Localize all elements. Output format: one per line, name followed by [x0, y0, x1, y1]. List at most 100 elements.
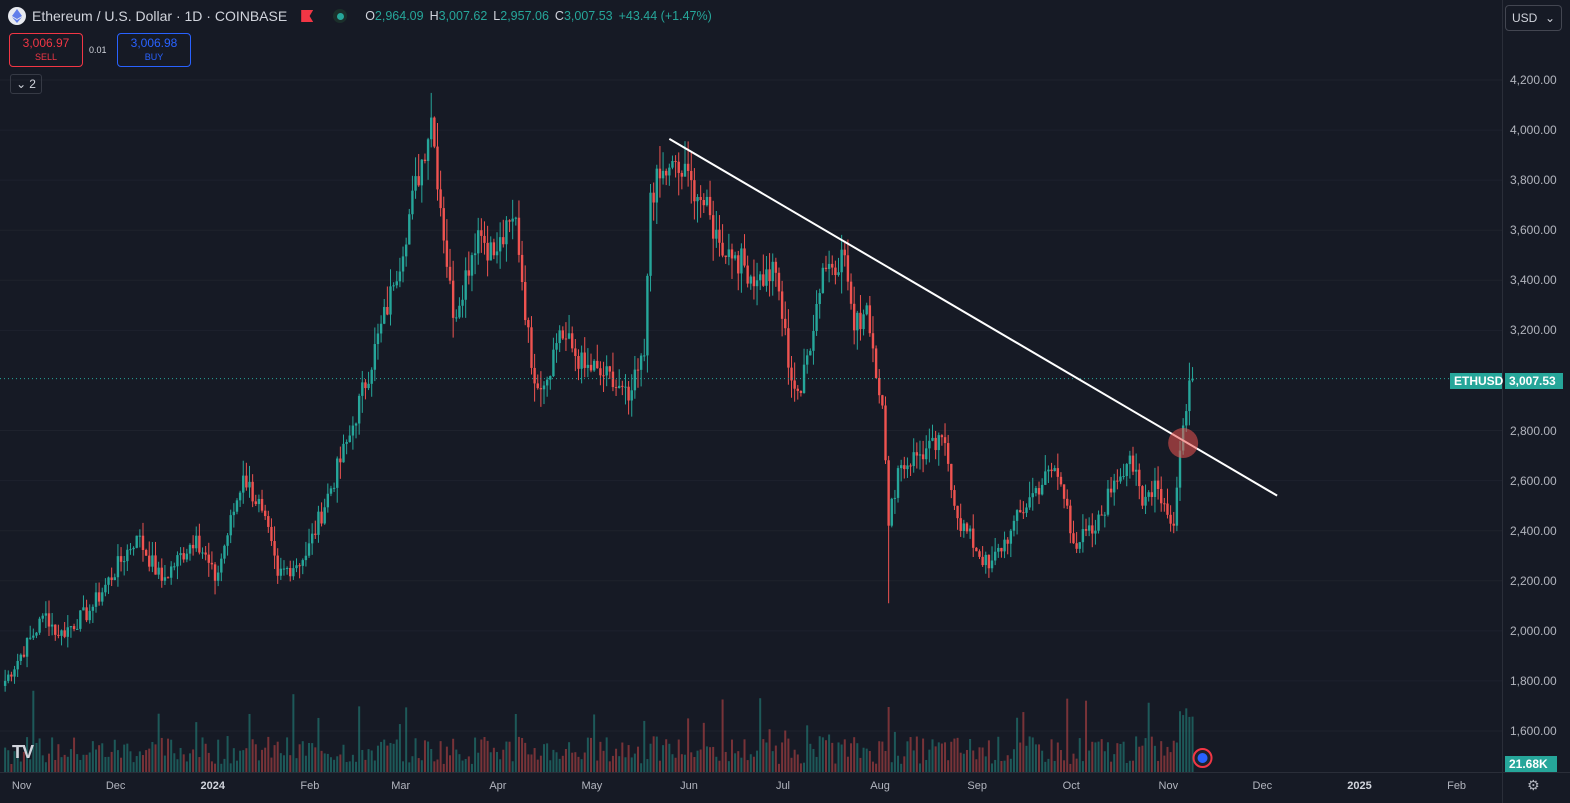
volume-bar: [918, 763, 921, 772]
candle-body: [361, 382, 364, 396]
volume-bar: [47, 753, 50, 772]
volume-bar: [289, 755, 292, 772]
candle-body: [455, 317, 458, 319]
volume-bar: [1056, 742, 1059, 772]
candle-body: [1087, 525, 1091, 531]
volume-bar: [868, 750, 871, 772]
volume-bar: [145, 750, 148, 772]
sell-button[interactable]: 3,006.97 SELL: [9, 33, 83, 67]
candle-body: [408, 214, 411, 245]
candle-body: [724, 255, 727, 258]
candle-body: [893, 497, 897, 499]
volume-bar: [41, 755, 44, 772]
candle-body: [320, 511, 323, 524]
candle-body: [552, 349, 555, 377]
volume-bar: [571, 752, 574, 772]
volume-bar: [561, 755, 564, 772]
tradingview-logo-icon[interactable]: TV: [12, 742, 34, 762]
volume-bar: [824, 740, 827, 772]
candle-body: [711, 215, 715, 239]
volume-bar: [492, 747, 495, 772]
volume-bar: [286, 737, 289, 772]
candle-body: [768, 269, 771, 282]
candle-body: [564, 338, 568, 340]
candle-body: [765, 269, 768, 286]
volume-bar: [856, 743, 859, 772]
candle-body: [887, 460, 890, 526]
volume-bar: [574, 752, 577, 772]
candle-body: [1116, 480, 1119, 482]
time-tick-label: Nov: [1158, 780, 1179, 792]
currency-select[interactable]: USD ⌄: [1505, 5, 1562, 31]
candle-body: [370, 369, 373, 384]
candle-body: [1131, 455, 1135, 472]
ohlc-values: O2,964.09 H3,007.62 L2,957.06 C3,007.53 …: [365, 9, 712, 23]
candle-body: [389, 286, 392, 315]
candle-body: [257, 498, 261, 505]
volume-bar: [376, 745, 379, 772]
volume-bar: [1147, 702, 1150, 772]
candle-body: [793, 380, 796, 389]
volume-bar: [796, 754, 799, 772]
time-tick-label: Nov: [11, 780, 32, 792]
time-tick-label: Mar: [391, 780, 411, 792]
candle-body: [668, 167, 671, 176]
volume-bar: [44, 762, 47, 772]
volume-bar: [94, 749, 97, 772]
candle-body: [351, 425, 355, 436]
candle-body: [1094, 530, 1097, 534]
volume-bar: [88, 752, 91, 772]
time-tick-label: Jul: [775, 780, 790, 792]
candle-body: [928, 440, 931, 449]
volume-bar: [98, 745, 101, 772]
candle-body: [718, 229, 721, 243]
volume-bar: [649, 743, 652, 772]
candle-body: [520, 254, 524, 283]
volume-bar: [214, 763, 217, 772]
candle-body: [542, 385, 546, 390]
volume-bar: [900, 763, 903, 772]
candle-body: [248, 481, 251, 488]
buy-button[interactable]: 3,006.98 BUY: [117, 33, 191, 67]
market-status-icon[interactable]: [333, 9, 348, 23]
volume-bar: [1059, 750, 1062, 772]
volume-bar: [333, 759, 336, 772]
volume-bar: [668, 743, 671, 772]
volume-bar: [906, 741, 909, 772]
change-value: +43.44 (+1.47%): [618, 9, 712, 23]
settings-icon[interactable]: ⚙: [1527, 777, 1540, 793]
candle-body: [1066, 498, 1069, 506]
candle-body: [229, 515, 232, 536]
candle-body: [649, 192, 652, 276]
candle-body: [533, 367, 536, 384]
volume-bar: [414, 738, 417, 772]
candle-body: [423, 159, 427, 161]
volume-bar: [843, 739, 846, 772]
flag-icon[interactable]: [301, 10, 314, 22]
candle-body: [1134, 469, 1138, 472]
candle-body: [984, 554, 987, 566]
candle-body: [97, 592, 101, 602]
volume-bar: [1012, 749, 1015, 772]
volume-bar: [185, 761, 188, 772]
volume-bar: [1135, 736, 1138, 772]
volume-bar: [875, 763, 878, 772]
candle-body: [918, 454, 922, 456]
ethereum-logo-icon: [8, 7, 26, 25]
symbol-title[interactable]: Ethereum / U.S. Dollar · 1D · COINBASE: [32, 8, 288, 24]
candle-body: [420, 159, 424, 186]
candle-body: [1062, 484, 1066, 499]
candle-body: [790, 367, 793, 381]
volume-bar: [809, 743, 812, 772]
candle-body: [113, 577, 116, 581]
candle-body: [646, 275, 649, 356]
volume-bar: [405, 707, 408, 772]
volume-bar: [1169, 752, 1172, 772]
candle-body: [511, 218, 514, 222]
indicators-toggle[interactable]: ⌄ 2: [10, 74, 42, 94]
candle-body: [1034, 488, 1038, 494]
candle-body: [483, 235, 486, 243]
volume-bar: [1141, 745, 1144, 772]
volume-bar: [455, 749, 458, 772]
